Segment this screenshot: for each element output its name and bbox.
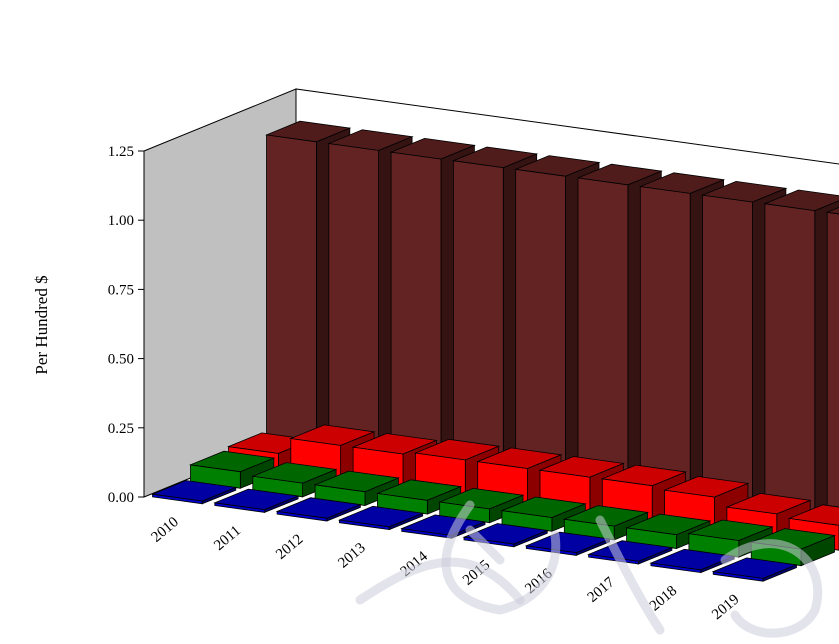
bar-2010-series-1 [150,480,238,505]
y-tick-label: 0.75 [108,282,134,298]
bar-front-face [764,203,816,527]
bar-top-face [701,180,788,203]
bar-2011-series-2 [251,462,338,498]
y-axis-title: Per Hundred $ [32,275,51,374]
y-tick-label: 1.25 [108,144,134,160]
bar-top-face [451,146,539,169]
bar-top-face [337,505,425,528]
bar-top-face [600,464,688,487]
x-tick-label: 2016 [522,565,556,597]
bar-2012-series-1 [275,497,362,522]
y-tick-label: 0.50 [108,352,134,368]
y-tick-label: 0.25 [108,421,134,437]
bar-top-face [213,488,300,511]
bar-front-face [328,143,380,467]
bar-front-face [702,194,753,518]
bar-2013-series-1 [337,505,425,531]
bar-top-face [725,492,812,515]
bar-top-face [687,519,774,541]
bar-top-face [351,433,438,455]
bar-2011-series-1 [213,488,300,513]
bar-top-face [327,129,414,151]
bar-front-face [515,168,566,493]
bar-front-face [390,151,442,475]
bar-front-face [639,186,691,510]
bars-group [150,120,839,582]
bar-top-face [150,480,238,502]
bar-front-face [452,160,504,484]
bar-top-face [763,189,839,212]
y-tick-label: 0.00 [108,490,134,506]
bar-top-face [538,456,625,478]
x-tick-label: 2013 [335,540,368,572]
bar-top-face [576,163,663,186]
bar-front-face [826,211,839,530]
bar-top-face [663,476,750,498]
bar-top-face [638,172,726,194]
bar-top-face [289,424,376,446]
x-tick-label: 2015 [460,557,493,589]
bar-front-face [266,134,317,458]
x-tick-label: 2019 [709,592,742,624]
x-tick-label: 2018 [647,583,680,615]
y-axis-ticks: 0.00 0.25 0.50 0.75 1.00 1.25 [108,144,144,506]
bar-top-face [825,207,839,215]
bar-front-face [577,177,629,501]
x-tick-label: 2012 [273,531,306,563]
bar-top-face [275,497,362,519]
bar-top-face [787,504,839,526]
x-tick-label: 2011 [211,523,244,554]
bar-2010-series-2 [188,450,276,489]
bar-top-face [389,137,476,160]
x-tick-label: 2010 [149,514,182,546]
bar-top-face [264,120,352,143]
x-tick-label: 2017 [585,574,619,606]
bar-top-face [251,462,338,484]
bar-top-face [476,447,563,469]
bar-top-face [313,470,400,493]
bar-top-face [514,155,601,177]
bar-top-face [375,479,463,501]
y-tick-label: 1.00 [108,213,134,229]
x-tick-label: 2014 [398,548,432,580]
bar-top-face [413,438,501,461]
bar-2019-series-4 [825,207,839,530]
bar-top-face [188,450,276,473]
